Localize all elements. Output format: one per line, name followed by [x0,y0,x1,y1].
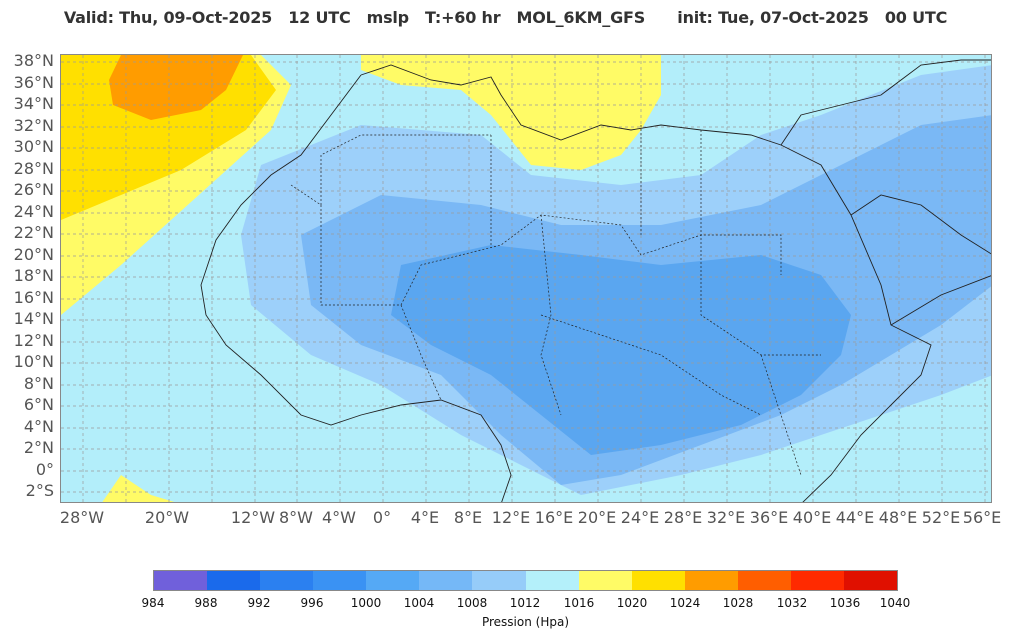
colorbar-tick: 1016 [563,596,595,610]
lat-label: 0° [35,460,54,479]
colorbar [153,570,898,591]
graticule [61,55,991,502]
colorbar-tick: 984 [141,596,165,610]
lon-label: 48°E [878,508,918,527]
colorbar-tick: 1000 [350,596,382,610]
colorbar-tick: 1012 [509,596,541,610]
lat-label: 24°N [13,202,54,221]
colorbar-tick: 1036 [829,596,861,610]
lat-label: 26°N [13,180,54,199]
lat-label: 12°N [13,331,54,350]
lat-label: 36°N [13,73,54,92]
lat-label: 4°N [23,417,54,436]
lat-label: 20°N [13,245,54,264]
lat-label: 10°N [13,352,54,371]
lon-label: 20°W [144,508,190,527]
pressure-area-1020-south [102,475,175,502]
colorbar-swatch [631,571,685,590]
colorbar-tick: 1004 [403,596,435,610]
lat-label: 6°N [23,395,54,414]
lat-label: 14°N [13,309,54,328]
lon-label: 44°E [835,508,875,527]
lon-label: 12°W [230,508,276,527]
coastlines [200,59,991,502]
colorbar-swatch [419,571,473,590]
lon-label: 36°E [749,508,789,527]
colorbar-swatch [154,571,208,590]
colorbar-tick: 996 [300,596,324,610]
lon-label: 40°E [792,508,832,527]
map-canvas [61,55,991,502]
pressure-area-1004 [391,245,851,455]
lon-label: 24°E [620,508,660,527]
lon-label: 16°E [534,508,574,527]
lat-label: 28°N [13,159,54,178]
lon-label: 0° [372,508,392,527]
colorbar-tick: 1020 [616,596,648,610]
country-borders [290,125,821,476]
colorbar-tick: 1024 [669,596,701,610]
map-title: Valid: Thu, 09-Oct-2025 12 UTC mslp T:+6… [63,8,948,27]
lon-label: 56°E [962,508,1002,527]
colorbar-swatch [790,571,845,590]
colorbar-swatch [313,571,367,590]
lon-label: 28°W [59,508,105,527]
lat-label: 16°N [13,288,54,307]
lon-label: 52°E [921,508,961,527]
lat-label: 34°N [13,94,54,113]
lon-label: 4°E [410,508,440,527]
pressure-map [60,54,992,503]
colorbar-tick: 1040 [879,596,911,610]
lat-label: 2°S [25,481,54,500]
lon-label: 32°E [706,508,746,527]
colorbar-tick: 988 [194,596,218,610]
colorbar-swatch [366,571,420,590]
colorbar-tick: 1008 [456,596,488,610]
lon-label: 20°E [577,508,617,527]
lat-label: 38°N [13,51,54,70]
colorbar-swatch [260,571,314,590]
colorbar-swatch [737,571,791,590]
lat-label: 30°N [13,137,54,156]
colorbar-tick: 992 [247,596,271,610]
lon-label: 8°E [453,508,483,527]
colorbar-swatch [578,571,632,590]
colorbar-swatch [844,571,898,590]
colorbar-swatch [525,571,579,590]
lat-label: 32°N [13,116,54,135]
lat-label: 8°N [23,374,54,393]
colorbar-swatch [207,571,261,590]
lon-label: 4°W [322,508,356,527]
colorbar-title: Pression (Hpa) [481,615,570,629]
lon-label: 28°E [663,508,703,527]
lon-label: 12°E [491,508,531,527]
lon-label: 8°W [279,508,313,527]
pressure-area-1028 [109,55,243,120]
lat-label: 22°N [13,223,54,242]
lat-label: 2°N [23,438,54,457]
colorbar-swatch [684,571,738,590]
colorbar-tick: 1032 [776,596,808,610]
lat-label: 18°N [13,266,54,285]
colorbar-swatch [472,571,526,590]
colorbar-tick: 1028 [722,596,754,610]
